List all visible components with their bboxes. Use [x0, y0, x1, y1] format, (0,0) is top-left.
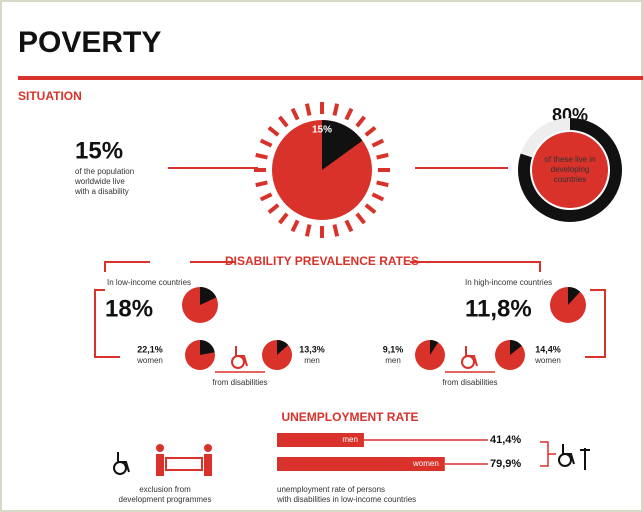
people-icon	[156, 444, 212, 476]
sun-ray	[364, 203, 377, 214]
caption: In high-income countries	[465, 278, 552, 287]
caption-line: developing	[551, 165, 590, 174]
pie-slice	[322, 120, 363, 170]
caption-line: of the population	[75, 167, 134, 176]
bar-name: women	[412, 459, 439, 468]
sun-ray	[371, 138, 385, 148]
caption: In low-income countries	[107, 278, 191, 287]
bar-value: 41,4%	[490, 434, 521, 446]
sun-ray	[255, 152, 268, 160]
globe-value: 15%	[312, 125, 332, 136]
pie-slice	[200, 340, 215, 355]
caption-line: unemployment rate of persons	[277, 485, 385, 494]
sun-ray	[344, 107, 354, 121]
caption-line: of these live in	[544, 155, 595, 164]
pie-slice	[430, 340, 439, 355]
bracket	[585, 289, 606, 358]
frame	[465, 346, 478, 367]
caption-line: with disabilities in low-income countrie…	[276, 495, 416, 504]
sun-ray	[332, 103, 340, 116]
sun-ray	[371, 192, 385, 202]
low-total: 18%	[105, 295, 153, 322]
sun-ray	[355, 115, 366, 128]
caption-line: countries	[554, 175, 586, 184]
donut-inner	[532, 132, 608, 208]
sub-value: 9,1%	[383, 344, 404, 354]
note: from disabilities	[212, 378, 267, 387]
sun-ray	[344, 219, 354, 233]
sub-name: women	[136, 356, 163, 365]
title-rule	[18, 76, 643, 80]
bar	[277, 433, 364, 447]
bar-name: men	[342, 435, 358, 444]
sun-ray	[278, 212, 289, 225]
sub-name: men	[304, 356, 320, 365]
sub-value: 22,1%	[137, 344, 163, 354]
sub-value: 13,3%	[299, 344, 325, 354]
sun-ray	[255, 180, 268, 188]
section-heading: SITUATION	[18, 89, 82, 103]
sun-ray	[259, 138, 273, 148]
world-value: 15%	[75, 137, 123, 164]
sub-name: men	[385, 356, 401, 365]
bar	[277, 457, 445, 471]
wheelchair-icon	[461, 346, 478, 369]
sun-ray	[376, 152, 389, 160]
sun-ray	[364, 126, 377, 137]
sub-name: women	[534, 356, 561, 365]
bar-value: 79,9%	[490, 458, 521, 470]
pie-slice	[277, 340, 289, 355]
sun-ray	[278, 115, 289, 128]
sun-ray	[304, 103, 312, 116]
sun-ray	[332, 224, 340, 237]
title: POVERTY	[18, 26, 161, 59]
caption-line: worldwide live	[74, 177, 125, 186]
pie-slice	[568, 287, 581, 305]
bracket	[190, 261, 541, 272]
sun-ray	[267, 203, 280, 214]
bracket	[540, 441, 556, 467]
sun-ray	[290, 107, 300, 121]
sub-value: 14,4%	[535, 344, 561, 354]
section-heading: DISABILITY PREVALENCE RATES	[225, 254, 419, 268]
frame	[235, 346, 248, 367]
sun-ray	[290, 219, 300, 233]
caption-line: exclusion from	[139, 485, 191, 494]
donut-arc	[518, 118, 622, 222]
bracket	[94, 289, 120, 358]
wheelchair-icon	[231, 346, 248, 369]
sun-ray	[259, 192, 273, 202]
wheelchair-icon	[113, 452, 130, 475]
wheelchair-icon	[558, 444, 590, 470]
sun-ray	[304, 224, 312, 237]
pie-slice	[510, 340, 522, 355]
high-total: 11,8%	[465, 295, 532, 322]
pie-slice	[200, 287, 217, 305]
sun-ray	[267, 126, 280, 137]
section-heading: UNEMPLOYMENT RATE	[281, 410, 418, 424]
caption-line: with a disability	[74, 187, 129, 196]
caption-line: development programmes	[119, 495, 212, 504]
sun-ray	[355, 212, 366, 225]
note: from disabilities	[442, 378, 497, 387]
bracket	[104, 261, 150, 272]
sun-ray	[376, 180, 389, 188]
